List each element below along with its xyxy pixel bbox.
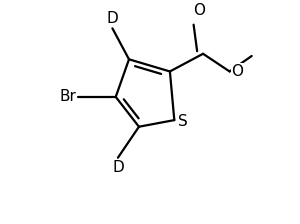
Text: Br: Br — [59, 89, 76, 104]
Text: S: S — [178, 114, 188, 129]
Text: D: D — [112, 160, 124, 175]
Text: D: D — [106, 11, 118, 26]
Text: O: O — [193, 3, 205, 18]
Text: O: O — [231, 64, 243, 79]
